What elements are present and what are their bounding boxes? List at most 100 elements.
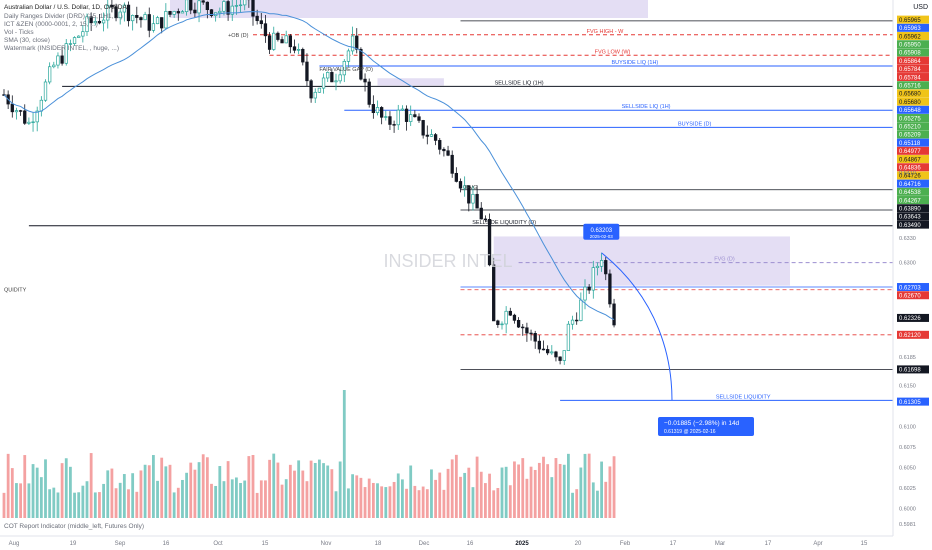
price-label-text: 0.65963 bbox=[899, 26, 921, 32]
fvg-zones bbox=[170, 0, 790, 286]
volume-bar bbox=[596, 490, 599, 518]
indicator-ict[interactable]: ICT &ZEN (0000-0001, 2, 15, ...) bbox=[4, 21, 98, 28]
price-label-text: 0.61305 bbox=[899, 400, 921, 406]
candle-body bbox=[259, 20, 263, 25]
volume-bar bbox=[205, 457, 209, 518]
candle-body bbox=[392, 124, 396, 126]
currency-label[interactable]: USD bbox=[913, 4, 928, 11]
candle-body bbox=[226, 1, 230, 15]
candle-body bbox=[176, 11, 180, 14]
volume-bar bbox=[363, 487, 367, 518]
watermark: INSIDER INTEL bbox=[383, 251, 512, 271]
candle-body bbox=[483, 218, 488, 221]
candle-body bbox=[417, 116, 421, 121]
price-axis[interactable]: 0.65965 0.65963 0.65962 0.65950 0.65908 0.658… bbox=[892, 0, 929, 536]
candle-body bbox=[297, 49, 301, 51]
price-label-box bbox=[897, 212, 929, 221]
volume-bar bbox=[185, 472, 188, 518]
candle-body bbox=[81, 31, 85, 37]
volume-bar bbox=[558, 463, 562, 518]
indicator-watermark[interactable]: Watermark (INSIDER INTEL, , huge, ...) bbox=[4, 45, 119, 52]
volume-bar bbox=[288, 464, 292, 518]
candle-body bbox=[429, 134, 434, 137]
time-tick: 16 bbox=[163, 541, 170, 547]
price-label-box bbox=[897, 56, 929, 65]
price-label-text: 0.65209 bbox=[899, 133, 921, 139]
candle-body bbox=[14, 110, 19, 113]
volume-bar bbox=[284, 479, 288, 518]
volume-bar bbox=[562, 464, 566, 518]
candle-body bbox=[131, 15, 135, 22]
candle-body bbox=[413, 114, 417, 118]
volume-bar bbox=[226, 461, 230, 518]
price-label-box bbox=[897, 179, 929, 188]
price-label-box bbox=[897, 64, 929, 73]
candle-body bbox=[276, 32, 280, 40]
volume-bar bbox=[110, 468, 114, 518]
indicator-sma[interactable]: SMA (30, close) bbox=[4, 37, 50, 44]
annotation-label: QUIDITY bbox=[4, 287, 27, 293]
candle-body bbox=[52, 64, 56, 68]
time-tick: 15 bbox=[861, 541, 868, 547]
volume-bar bbox=[102, 483, 105, 518]
volume-bar bbox=[575, 489, 579, 518]
candle-body bbox=[106, 4, 110, 21]
volume-bar bbox=[268, 459, 271, 518]
candle-body bbox=[160, 17, 164, 29]
volume-bar bbox=[421, 486, 425, 518]
candle-body bbox=[89, 16, 93, 24]
volume-bar bbox=[301, 470, 305, 518]
volume-bar bbox=[135, 491, 139, 518]
time-tick: Feb bbox=[620, 541, 631, 547]
time-tick: Nov bbox=[321, 541, 332, 547]
price-label-text: 0.62120 bbox=[899, 333, 921, 339]
candle-body bbox=[189, 0, 193, 11]
callout-top-price: 0.63203 bbox=[590, 228, 612, 234]
candles bbox=[2, 0, 616, 365]
candle-body bbox=[500, 323, 504, 326]
price-label-box bbox=[897, 146, 929, 155]
candle-body bbox=[599, 260, 604, 267]
volume-bar bbox=[533, 469, 537, 518]
price-tick: 0.6000 bbox=[899, 507, 916, 513]
chart-title[interactable]: Australian Dollar / U.S. Dollar, 1D, OAN… bbox=[4, 4, 127, 11]
price-label-box bbox=[897, 73, 929, 82]
volume-bar bbox=[251, 455, 255, 518]
candle-body bbox=[326, 72, 330, 79]
price-label-box bbox=[897, 138, 929, 147]
cot-indicator-label[interactable]: COT Report Indicator (middle_left, Futur… bbox=[4, 523, 145, 530]
volume-bar bbox=[330, 469, 334, 518]
price-tick: 0.6100 bbox=[899, 425, 916, 431]
indicator-drd[interactable]: Daily Ranges Divider (DRD) (15, 1H1, ...… bbox=[4, 13, 123, 20]
annotation-label: FAIR VALUE GAP (D) bbox=[319, 67, 373, 73]
level-label: SELLSIDE LIQ (1H) bbox=[495, 80, 544, 86]
time-tick: 2025 bbox=[515, 541, 529, 547]
candle-body bbox=[18, 110, 23, 112]
candle-body bbox=[56, 55, 60, 66]
indicator-vol[interactable]: Vol - Ticks bbox=[4, 29, 34, 36]
volume-bar bbox=[475, 456, 479, 518]
volume-bar bbox=[297, 460, 301, 518]
candle-body bbox=[541, 348, 546, 351]
price-tick: 0.6410 bbox=[899, 171, 916, 177]
candle-body bbox=[388, 116, 392, 125]
candle-body bbox=[197, 0, 201, 14]
candle-body bbox=[404, 108, 409, 122]
level-label: SELLSIDE LIQUIDITY (D) bbox=[472, 220, 536, 226]
candle-body bbox=[139, 17, 143, 21]
level-label: FVG HIGH - W bbox=[587, 29, 624, 35]
price-label-box bbox=[897, 187, 929, 196]
volume-bar bbox=[176, 487, 180, 518]
volume-bar bbox=[272, 453, 276, 518]
volume-bar bbox=[69, 466, 72, 518]
time-axis[interactable]: Aug 19 Sep 16 Oct 15 Nov 18 Dec 16 2025 20 Feb 17 Mar 1… bbox=[0, 535, 893, 547]
price-label-box bbox=[897, 283, 929, 292]
volume-bar bbox=[210, 483, 213, 518]
volume-bar bbox=[64, 458, 68, 518]
price-label-box bbox=[897, 32, 929, 41]
volume-bar bbox=[591, 482, 595, 518]
volume-bar bbox=[417, 490, 421, 518]
price-tick: 0.6075 bbox=[899, 445, 916, 451]
volume-bar bbox=[567, 453, 570, 518]
